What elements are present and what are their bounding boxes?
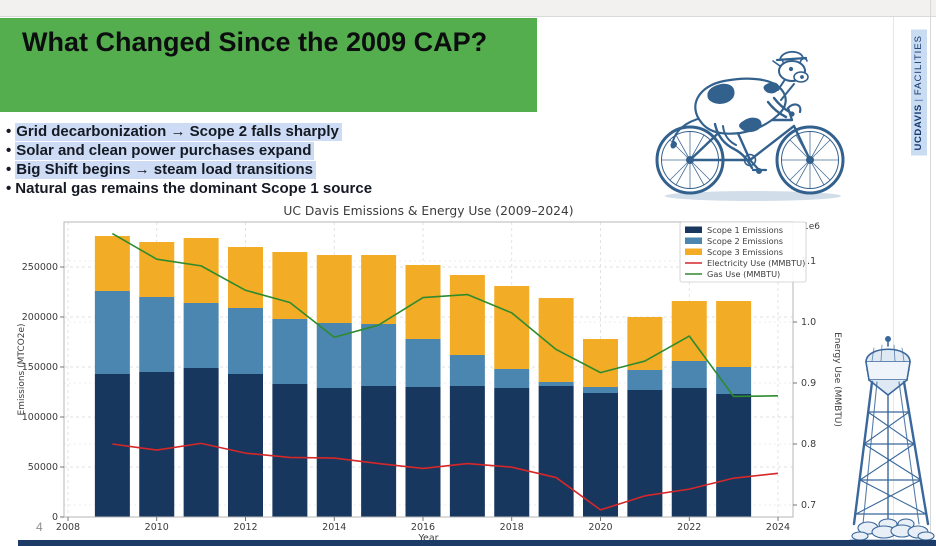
svg-text:Emissions (MTCO2e): Emissions (MTCO2e) (17, 324, 27, 416)
bullet-item: • Natural gas remains the dominant Scope … (6, 180, 373, 197)
svg-text:0: 0 (52, 512, 58, 523)
svg-text:Gas Use (MMBTU): Gas Use (MMBTU) (707, 269, 780, 279)
svg-text:2024: 2024 (766, 522, 790, 533)
slide-title: What Changed Since the 2009 CAP? (22, 27, 488, 57)
bullet-item: • Big Shift begins → steam load transitio… (6, 160, 486, 179)
badge-separator: | (913, 98, 924, 102)
svg-text:Scope 1 Emissions: Scope 1 Emissions (707, 225, 783, 235)
svg-text:150000: 150000 (22, 362, 58, 373)
svg-text:1.1: 1.1 (801, 256, 816, 267)
svg-text:2016: 2016 (411, 522, 435, 533)
svg-text:UC Davis Emissions & Energy Us: UC Davis Emissions & Energy Use (2009–20… (283, 204, 573, 218)
svg-text:Year: Year (417, 533, 438, 543)
top-strip (0, 0, 936, 17)
ucdavis-facilities-badge: UCDAVIS | FACILITIES (911, 30, 927, 156)
svg-text:0.7: 0.7 (801, 500, 816, 511)
bullet-item: • Solar and clean power purchases expand (6, 141, 486, 160)
cow-on-bicycle-illustration (628, 26, 880, 208)
emissions-chart-svg: 0 50000 100000 150000 200000 250000 0.7 0.8 0.9 1… (17, 204, 842, 544)
badge-university: UCDAVIS (913, 104, 924, 151)
title-banner: What Changed Since the 2009 CAP? (0, 18, 537, 112)
svg-text:250000: 250000 (22, 262, 58, 273)
svg-text:Scope 2 Emissions: Scope 2 Emissions (707, 236, 783, 246)
svg-text:2010: 2010 (145, 522, 169, 533)
svg-text:Scope 3 Emissions: Scope 3 Emissions (707, 247, 783, 257)
svg-text:0.8: 0.8 (801, 439, 816, 450)
svg-text:0.9: 0.9 (801, 378, 816, 389)
slide-page-number: 4 (36, 520, 43, 534)
svg-text:2020: 2020 (588, 522, 612, 533)
panel-right-edge-line (930, 0, 931, 546)
badge-division: FACILITIES (913, 35, 924, 96)
svg-text:200000: 200000 (22, 312, 58, 323)
svg-text:2014: 2014 (322, 522, 346, 533)
bullet-item: • Grid decarbonization → Scope 2 falls sh… (6, 122, 486, 141)
svg-text:2008: 2008 (56, 522, 80, 533)
emissions-energy-chart: 0 50000 100000 150000 200000 250000 0.7 0.8 0.9 1… (8, 203, 848, 544)
svg-text:1.0: 1.0 (801, 317, 816, 328)
svg-text:2012: 2012 (233, 522, 257, 533)
svg-text:1e6: 1e6 (803, 222, 820, 232)
slide-right-edge-line (893, 17, 894, 546)
svg-text:2022: 2022 (677, 522, 701, 533)
key-points-list: • Grid decarbonization → Scope 2 falls sh… (6, 122, 486, 198)
svg-text:2018: 2018 (500, 522, 524, 533)
svg-text:Energy Use (MMBTU): Energy Use (MMBTU) (832, 332, 842, 427)
water-tower-illustration (846, 332, 936, 542)
svg-text:100000: 100000 (22, 412, 58, 423)
svg-text:Electricity Use (MMBTU): Electricity Use (MMBTU) (707, 258, 805, 268)
footer-bar (18, 540, 936, 546)
svg-text:50000: 50000 (28, 462, 58, 473)
